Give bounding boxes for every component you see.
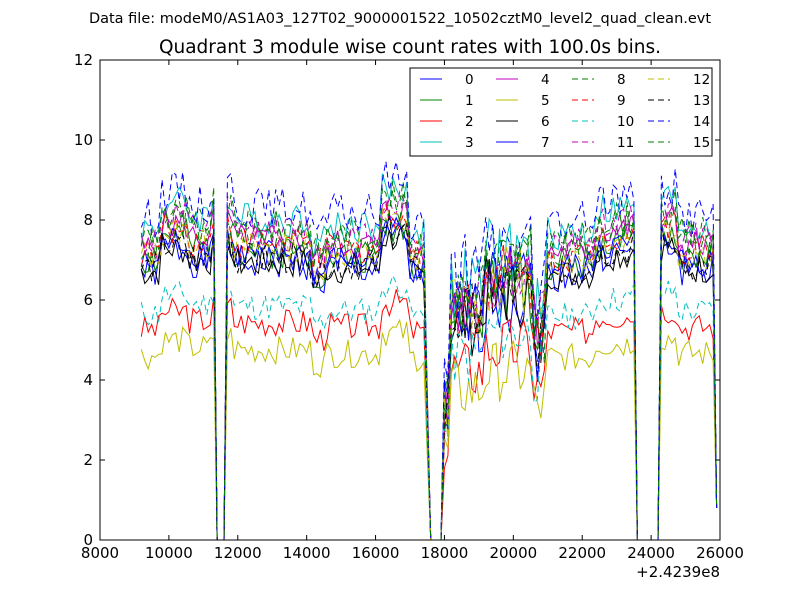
legend-label: 5	[541, 93, 550, 109]
x-tick-label: 24000	[627, 544, 675, 562]
legend-box	[409, 67, 713, 157]
x-axis: 8000 10000 12000 14000 16000 18000 20000 22000 2…	[81, 60, 744, 562]
x-tick-label: 8000	[81, 544, 119, 562]
y-tick-label: 6	[83, 291, 93, 309]
legend-label: 2	[465, 114, 474, 130]
y-tick-label: 2	[83, 451, 93, 469]
legend-label: 14	[693, 114, 710, 130]
x-tick-label: 12000	[214, 544, 262, 562]
x-tick-label: 14000	[283, 544, 331, 562]
legend-label: 10	[617, 114, 634, 130]
suptitle: Data file: modeM0/AS1A03_127T02_90000015…	[89, 11, 711, 27]
x-tick-label: 10000	[145, 544, 193, 562]
legend-label: 7	[541, 135, 550, 151]
legend-label: 13	[693, 93, 710, 109]
x-tick-label: 22000	[558, 544, 606, 562]
series-line-12	[140, 208, 718, 540]
legend-label: 11	[617, 135, 634, 151]
series-line-9	[140, 202, 718, 540]
x-tick-label: 20000	[489, 544, 537, 562]
x-tick-label: 16000	[352, 544, 400, 562]
series-layer	[140, 161, 718, 540]
legend-label: 6	[541, 114, 550, 130]
y-tick-label: 10	[74, 131, 93, 149]
legend-label: 3	[465, 135, 474, 151]
chart-title: Quadrant 3 module wise count rates with …	[159, 37, 661, 58]
x-offset-label: +2.4239e8	[636, 563, 720, 581]
legend-label: 4	[541, 72, 550, 88]
y-tick-label: 4	[83, 371, 93, 389]
legend-label: 8	[617, 72, 626, 88]
legend-label: 1	[465, 93, 474, 109]
series-line-15	[140, 190, 718, 540]
legend-label: 15	[693, 135, 710, 151]
y-tick-label: 8	[83, 211, 93, 229]
x-tick-label: 26000	[696, 544, 744, 562]
x-tick-label: 18000	[421, 544, 469, 562]
legend-label: 9	[617, 93, 626, 109]
legend-label: 0	[465, 72, 474, 88]
y-tick-label: 0	[83, 531, 93, 549]
y-tick-label: 12	[74, 51, 93, 69]
legend-label: 12	[693, 72, 710, 88]
